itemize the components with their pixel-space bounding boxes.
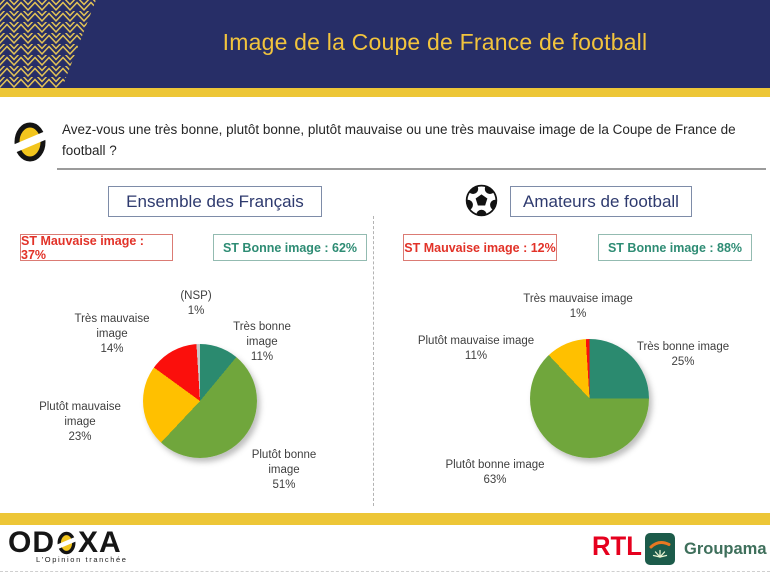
pie-label-plutot-bonne-amateurs: Plutôt bonne image 63% bbox=[445, 459, 545, 487]
groupama-logo: Groupama bbox=[645, 533, 767, 565]
badge-st-bonne-ensemble: ST Bonne image : 62% bbox=[213, 234, 367, 261]
pie-label-tres-mauvaise-ensemble: Très mauvaise image 14% bbox=[74, 313, 150, 356]
pie-label-tres-bonne-ensemble: Très bonne image 11% bbox=[233, 321, 291, 364]
slide-title: Image de la Coupe de France de football bbox=[222, 29, 648, 55]
odoxa-tagline: L'Opinion tranchée bbox=[36, 555, 128, 564]
badge-st-mauvaise-ensemble: ST Mauvaise image : 37% bbox=[20, 234, 173, 262]
panel-title-box-amateurs: Amateurs de football bbox=[510, 186, 692, 217]
panel-title-amateurs: Amateurs de football bbox=[523, 191, 679, 211]
odoxa-logo-text-prefix: OD bbox=[8, 526, 55, 559]
panel-title-box-ensemble: Ensemble des Français bbox=[108, 186, 322, 217]
pie-label-plutot-bonne-ensemble: Plutôt bonne image 51% bbox=[251, 449, 317, 492]
pie-label-plutot-mauvaise-amateurs: Plutôt mauvaise image 11% bbox=[417, 335, 535, 363]
badge-st-bonne-amateurs: ST Bonne image : 88% bbox=[598, 234, 752, 261]
header-banner: Image de la Coupe de France de football bbox=[0, 0, 770, 88]
groupama-logo-icon bbox=[645, 533, 675, 565]
pie-label-tres-mauvaise-amateurs: Très mauvaise image 1% bbox=[523, 293, 633, 321]
odoxa-question-icon bbox=[12, 122, 48, 162]
pie-chart-amateurs bbox=[530, 339, 649, 458]
pie-label-nsp-ensemble: (NSP) 1% bbox=[180, 290, 212, 318]
football-icon bbox=[465, 184, 498, 217]
groupama-logo-text: Groupama bbox=[684, 539, 767, 558]
rtl-logo: RTL bbox=[592, 531, 642, 561]
odoxa-logo-icon bbox=[56, 531, 77, 555]
pie-chart-ensemble bbox=[143, 344, 257, 458]
pie-label-tres-bonne-amateurs: Très bonne image 25% bbox=[636, 341, 730, 369]
question-underline bbox=[57, 168, 766, 170]
chevron-pattern-decoration bbox=[0, 0, 96, 88]
panel-title-ensemble: Ensemble des Français bbox=[126, 191, 304, 211]
question-text: Avez-vous une très bonne, plutôt bonne, … bbox=[62, 122, 736, 158]
odoxa-logo-text-suffix: XA bbox=[78, 526, 122, 559]
header-accent-stripe bbox=[0, 88, 770, 97]
footer-accent-stripe bbox=[0, 513, 770, 525]
center-divider bbox=[373, 216, 374, 506]
pie-label-plutot-mauvaise-ensemble: Plutôt mauvaise image 23% bbox=[39, 401, 121, 444]
odoxa-logo: OD XA bbox=[8, 526, 122, 560]
badge-st-mauvaise-amateurs: ST Mauvaise image : 12% bbox=[403, 234, 557, 261]
